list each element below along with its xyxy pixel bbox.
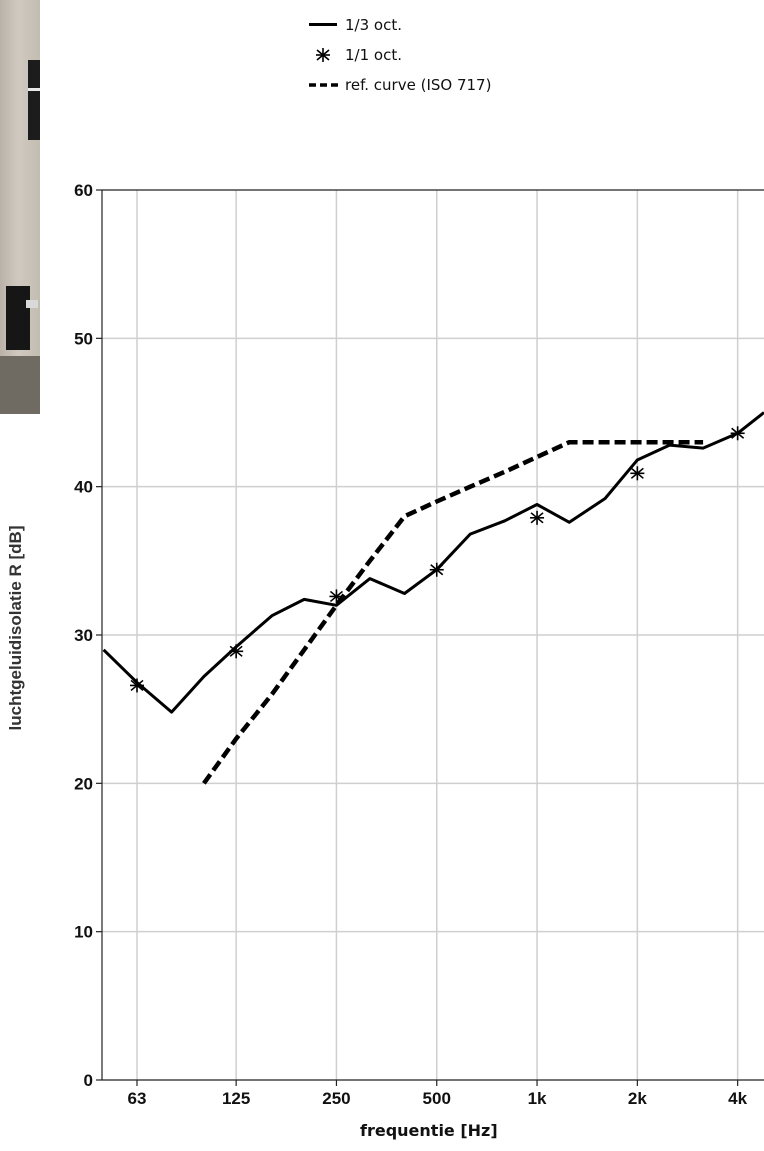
legend-item-reference: ref. curve (ISO 717)	[305, 74, 491, 96]
tick-labels: 0 10 20 30 40 50 60 63 125 250 500 1k 2k 4k	[74, 181, 748, 1108]
x-tick-label: 125	[222, 1089, 250, 1108]
y-tick-label: 40	[74, 478, 93, 497]
legend-label: 1/3 oct.	[345, 16, 402, 34]
legend-label: ref. curve (ISO 717)	[345, 76, 492, 94]
x-tick-label: 4k	[728, 1089, 747, 1108]
legend-item-octave: 1/1 oct.	[305, 44, 402, 66]
y-tick-label: 10	[74, 923, 93, 942]
y-tick-label: 60	[74, 181, 93, 200]
x-tick-label: 2k	[628, 1089, 647, 1108]
octave-star-marker	[630, 466, 645, 481]
y-tick-label: 0	[84, 1071, 93, 1090]
x-tick-label: 500	[423, 1089, 451, 1108]
x-tick-label: 1k	[528, 1089, 547, 1108]
reference-curve-line	[202, 439, 704, 785]
series	[102, 411, 764, 785]
x-tick-label: 250	[322, 1089, 350, 1108]
y-tick-label: 20	[74, 774, 93, 793]
y-tick-label: 30	[74, 626, 93, 645]
legend-item-third-octave: 1/3 oct.	[305, 14, 402, 36]
dashed-line-swatch	[305, 74, 341, 96]
grid	[102, 190, 764, 1080]
y-tick-label: 50	[74, 329, 93, 348]
octave-star-marker	[130, 678, 144, 693]
third-octave-line	[102, 411, 764, 714]
octave-star-marker	[429, 562, 444, 577]
legend-label: 1/1 oct.	[345, 46, 402, 64]
y-axis-title-container: luchtgeluidisolatie R [dB]	[6, 526, 25, 731]
axes	[96, 189, 764, 1086]
x-tick-label: 63	[128, 1089, 147, 1108]
octave-star-marker	[229, 644, 244, 659]
octave-star-marker	[730, 426, 745, 441]
y-axis-title: luchtgeluidisolatie R [dB]	[6, 526, 25, 731]
octave-star-marker	[530, 510, 545, 525]
solid-line-swatch	[305, 14, 341, 36]
star-marker-swatch	[305, 44, 341, 66]
x-axis-title: frequentie [Hz]	[360, 1121, 498, 1140]
background-photo-fragment	[0, 0, 40, 414]
